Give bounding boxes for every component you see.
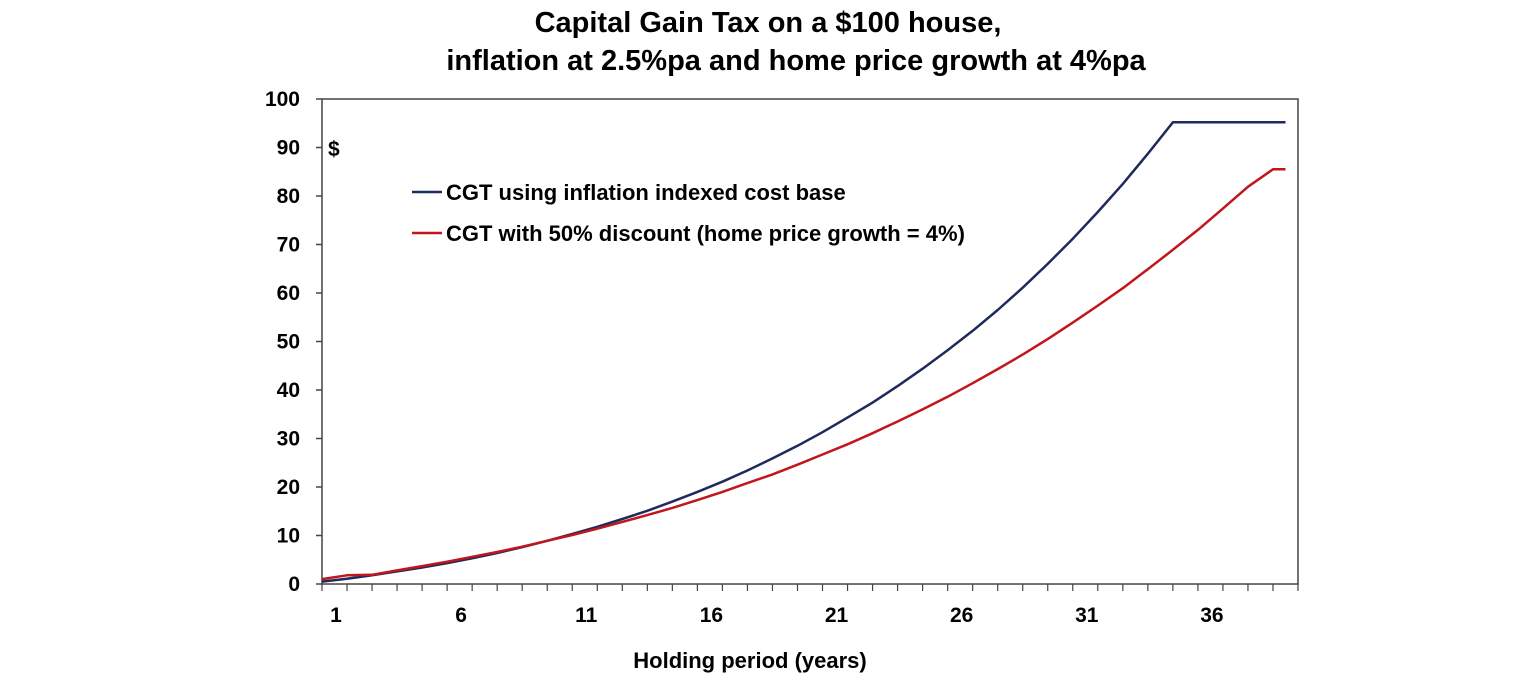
legend-entry-label: CGT with 50% discount (home price growth… (446, 221, 965, 246)
y-tick-label: 50 (277, 331, 300, 354)
series-line-50pct-discount (321, 168, 1286, 581)
chart-title-line-2: inflation at 2.5%pa and home price growt… (446, 45, 1146, 77)
series-lines (321, 121, 1286, 583)
legend: CGT using inflation indexed cost base CGT… (412, 180, 965, 246)
chart-title-line-1: Capital Gain Tax on a $100 house, (535, 7, 1002, 39)
y-tick-label: 80 (277, 185, 300, 208)
y-tick-label: 70 (277, 234, 300, 257)
y-tick-label: 40 (277, 379, 300, 402)
y-tick-label: 60 (277, 282, 300, 305)
y-axis-ticks: 0 10 20 30 40 50 60 70 80 90 100 (265, 88, 322, 596)
y-tick-label: 100 (265, 88, 300, 111)
axes (321, 98, 1299, 585)
x-tick-label: 11 (575, 604, 598, 627)
x-tick-label: 26 (950, 604, 973, 627)
y-tick-label: 30 (277, 428, 300, 451)
y-tick-label: 0 (288, 573, 300, 596)
x-tick-label: 6 (455, 604, 467, 627)
y-tick-label: 90 (277, 137, 300, 160)
legend-entry-label: CGT using inflation indexed cost base (446, 180, 846, 205)
x-tick-label: 31 (1075, 604, 1099, 627)
plot-area-frame (321, 98, 1299, 585)
y-tick-label: 10 (277, 525, 300, 548)
x-tick-label: 21 (825, 604, 849, 627)
x-axis-ticks: 1 6 11 16 21 26 31 36 (321, 584, 1299, 627)
x-tick-label: 36 (1200, 604, 1223, 627)
x-axis-label: Holding period (years) (633, 648, 866, 673)
x-tick-label: 1 (330, 604, 342, 627)
x-tick-label: 16 (700, 604, 723, 627)
unit-label: $ (328, 138, 340, 161)
y-tick-label: 20 (277, 476, 300, 499)
